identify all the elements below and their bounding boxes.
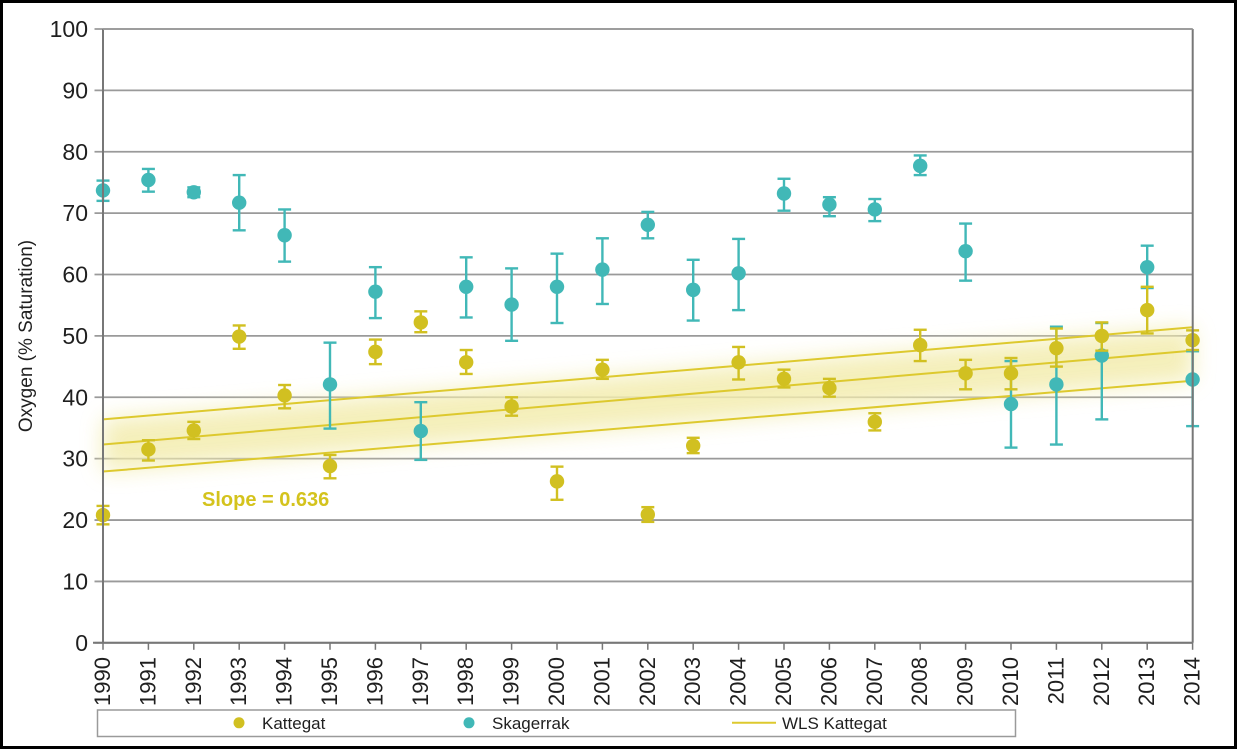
data-point [232,329,247,344]
data-point [595,362,610,377]
data-point [322,458,338,474]
data-point [1003,396,1019,412]
y-tick-label: 60 [62,262,88,288]
data-point [549,279,565,294]
x-tick-label: 1994 [272,657,297,706]
data-point [731,266,746,281]
slope-annotation: Slope = 0.636 [202,489,329,511]
x-tick-label: 1999 [499,657,524,706]
data-point [504,399,519,414]
x-tick-label: 1991 [135,657,160,706]
data-point [867,202,882,217]
data-point [958,243,973,259]
y-tick-label: 50 [62,323,88,349]
data-point [1140,259,1155,275]
data-point [595,262,610,277]
data-point [277,228,292,243]
legend: Kattegat Skagerrak WLS Kattegat [96,709,1017,738]
x-tick-label: 2009 [953,657,978,706]
x-tick-label: 2014 [1180,657,1205,706]
x-tick-label: 2004 [726,657,751,706]
x-tick-label: 1998 [453,657,478,706]
x-tick-label: 1996 [362,657,387,706]
data-point [232,195,247,210]
y-tick-label: 70 [62,200,88,226]
data-point [141,172,156,188]
x-tick-label: 1990 [90,657,115,706]
legend-skagerrak-marker-icon [463,717,475,729]
data-point [640,507,655,522]
plot-gridlines [94,28,1193,644]
data-point [504,297,519,312]
data-point [867,414,882,430]
x-tick-label: 1995 [317,657,342,706]
data-point [277,388,292,403]
data-point [1094,328,1110,344]
data-point [322,377,338,392]
x-tick-label: 2006 [816,657,841,706]
x-tick-label: 2000 [544,657,569,706]
data-point [776,186,792,201]
y-tick-label: 100 [50,16,88,42]
data-point [413,315,428,330]
data-point [368,344,383,360]
data-point [1003,366,1019,381]
x-tick-label: 2012 [1089,657,1114,706]
x-tick-label: 1997 [408,657,433,706]
x-tick-label: 2011 [1043,657,1068,704]
x-tick-label: 2010 [998,657,1023,706]
data-point [958,366,973,381]
y-tick-label: 10 [62,568,88,594]
legend-kattegat-marker-icon [233,717,245,729]
y-axis-title: Oxygen (% Saturation) [16,240,37,432]
data-point [459,355,474,370]
y-tick-label: 30 [62,446,88,472]
data-point [186,423,201,438]
x-tick-label: 1992 [181,657,206,706]
x-tick-label: 1993 [226,657,251,706]
axes [93,28,1194,650]
x-tick-label: 2002 [635,657,660,706]
data-point [1049,340,1064,356]
x-tick-label: 2007 [862,657,887,706]
x-tick-label: 2013 [1134,657,1159,706]
y-tick-label: 20 [62,507,88,533]
x-axis-labels: 1990 1991 1992 1993 1994 1995 1996 1997 1998 1999… [90,657,1205,706]
data-point [1094,348,1110,363]
y-axis-labels: 0 10 20 30 40 50 60 70 80 90 100 [50,16,88,656]
x-tick-label: 2001 [589,657,614,706]
data-point [186,185,201,200]
data-point [822,380,837,396]
data-point [141,442,156,457]
data-point [731,355,746,370]
data-point [549,474,565,489]
data-point [913,158,928,174]
y-tick-label: 80 [62,139,88,165]
data-point [1140,302,1155,318]
x-tick-label: 2008 [907,657,932,706]
data-point [822,197,837,212]
data-point [913,337,928,353]
y-tick-label: 90 [62,77,88,103]
data-point [686,282,701,298]
wls-confidence-band [103,327,1193,472]
data-point [1049,377,1064,392]
y-tick-label: 40 [62,384,88,410]
x-tick-label: 2003 [680,657,705,706]
data-point [459,279,474,294]
legend-box [96,709,1017,738]
x-tick-label: 2005 [771,657,796,706]
data-point [640,217,655,233]
confidence-band [103,327,1193,472]
data-point [413,423,428,439]
data-point [686,438,701,453]
y-tick-label: 0 [75,630,88,656]
data-point [368,284,383,299]
data-point [776,371,792,387]
legend-skagerrak-label: Skagerrak [492,714,570,733]
legend-wls-label: WLS Kattegat [782,714,887,733]
legend-kattegat-label: Kattegat [262,714,326,733]
